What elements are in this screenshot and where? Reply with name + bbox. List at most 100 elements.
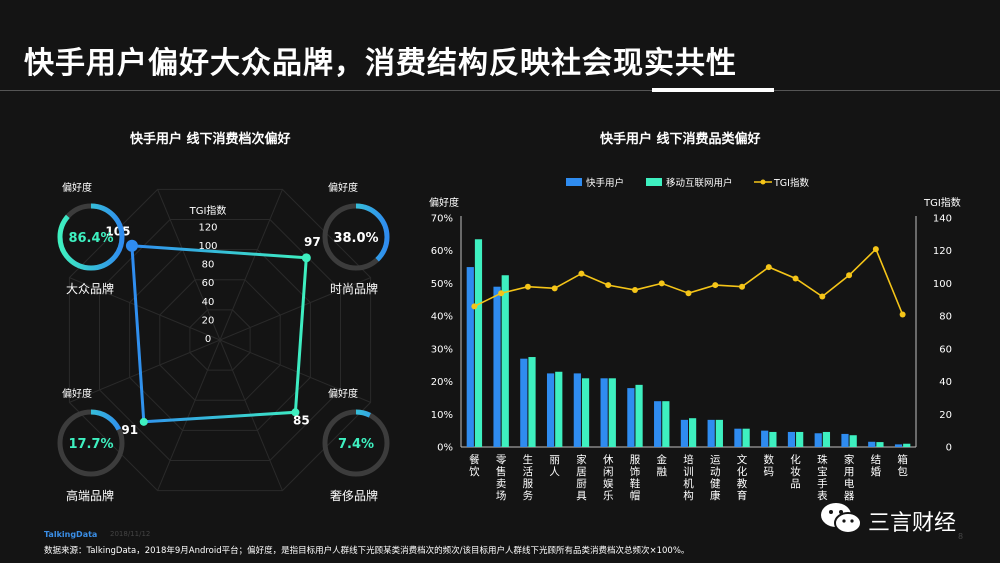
- tgi-point: [498, 290, 505, 297]
- bar-kuaishou: [761, 430, 769, 447]
- bar-mobile-internet: [689, 418, 697, 447]
- bar-kuaishou: [520, 358, 528, 447]
- bar-kuaishou: [493, 286, 501, 447]
- y-tick-label: 20%: [431, 377, 453, 388]
- footer-date: 2018/11/12: [110, 530, 151, 538]
- bar-kuaishou: [654, 401, 662, 447]
- right-panel-title: 快手用户 线下消费品类偏好: [600, 132, 761, 147]
- x-tick-label: 箱包: [897, 453, 908, 478]
- tgi-point: [631, 286, 638, 293]
- donut-progress-arc: [57, 203, 125, 271]
- legend-swatch: [646, 178, 662, 186]
- x-tick-label: 数码: [764, 453, 775, 478]
- bar-kuaishou: [546, 373, 555, 447]
- bar-mobile-internet: [608, 378, 616, 447]
- radar-grid-spoke: [69, 339, 221, 403]
- radar-axis-label: TGI指数: [189, 204, 227, 217]
- y-tick-label: 60%: [431, 246, 453, 257]
- bar-mobile-internet: [822, 431, 831, 447]
- radar-grid-spoke: [69, 277, 221, 341]
- bar-mobile-internet: [474, 239, 483, 447]
- radar-tick-label: 60: [202, 278, 215, 289]
- radar-tick-label: 20: [202, 315, 215, 326]
- wechat-icon: [821, 503, 862, 534]
- bar-kuaishou: [466, 267, 474, 447]
- y-tick-label: 10%: [431, 410, 453, 421]
- watermark-text: 三言财经: [868, 511, 957, 536]
- bar-kuaishou: [894, 444, 903, 447]
- x-tick-label: 生活服务: [523, 453, 534, 502]
- tgi-point: [899, 311, 906, 318]
- brand-label-fashion: 时尚品牌: [330, 282, 379, 296]
- legend-marker: [760, 179, 766, 185]
- tgi-point: [605, 282, 612, 289]
- brand-label-luxury: 奢侈品牌: [330, 489, 379, 503]
- y-tick-label: 50%: [431, 279, 453, 290]
- tgi-point: [685, 290, 692, 297]
- bar-mobile-internet: [528, 357, 536, 447]
- x-tick-label: 餐饮: [469, 453, 480, 478]
- radar-point: [125, 239, 138, 252]
- bar-mobile-internet: [903, 443, 911, 447]
- x-tick-label: 文化教育: [737, 453, 748, 502]
- radar-grid-spoke: [157, 339, 221, 491]
- radar-tick-label: 40: [202, 297, 215, 308]
- bar-mobile-internet: [581, 378, 590, 447]
- y2-tick-label: 120: [933, 246, 952, 257]
- bar-kuaishou: [787, 431, 796, 447]
- x-tick-label: 丽人: [549, 454, 560, 478]
- y2-tick-label: 20: [939, 410, 952, 421]
- donut-luxury-brand: 7.4%: [322, 409, 390, 477]
- bar-kuaishou: [707, 419, 715, 447]
- bar-mobile-internet: [662, 401, 670, 447]
- radar-value-label: 91: [121, 423, 138, 437]
- bar-kuaishou: [814, 433, 822, 447]
- y2-tick-label: 0: [946, 443, 952, 454]
- y-axis-title: 偏好度: [429, 196, 459, 209]
- donut-percent-label: 7.4%: [338, 437, 374, 452]
- page-number: 8: [958, 532, 964, 541]
- tgi-point: [712, 282, 719, 289]
- donut-mass-brand: 86.4%: [57, 203, 125, 271]
- bar-mobile-internet: [501, 275, 509, 447]
- radar-value-label: 97: [304, 235, 321, 249]
- bar-mobile-internet: [849, 435, 857, 447]
- bar-kuaishou: [841, 433, 849, 447]
- donut-progress-arc: [322, 203, 390, 271]
- donut-progress-arc: [57, 409, 125, 477]
- radar-tick-label: 0: [205, 334, 211, 345]
- radar-value-label: 85: [293, 413, 310, 427]
- radar-grid-spoke: [219, 277, 371, 341]
- bar-kuaishou: [573, 373, 581, 447]
- tgi-point: [658, 280, 665, 287]
- bar-mobile-internet: [796, 431, 804, 447]
- donut-percent-label: 86.4%: [68, 231, 113, 246]
- bar-mobile-internet: [769, 431, 777, 447]
- tgi-point: [578, 270, 585, 277]
- radar-tick-label: 100: [198, 241, 217, 252]
- bar-mobile-internet: [876, 442, 884, 447]
- y-tick-label: 30%: [431, 344, 453, 355]
- y-tick-label: 70%: [431, 214, 453, 225]
- donut-premium-brand: 17.7%: [57, 409, 125, 477]
- radar-grid-spoke: [219, 339, 371, 403]
- radar-grid-spoke: [157, 189, 221, 341]
- radar-grid-spoke: [219, 189, 283, 341]
- bar-kuaishou: [734, 428, 742, 447]
- x-tick-label: 珠宝手表: [817, 453, 828, 502]
- bar-kuaishou: [868, 441, 876, 447]
- donut-caption-fashion: 偏好度: [328, 183, 358, 194]
- donut-caption-luxury: 偏好度: [328, 389, 358, 400]
- radar-point: [301, 253, 311, 263]
- x-tick-label: 运动健康: [710, 454, 721, 502]
- x-tick-label: 化妆品: [790, 453, 801, 490]
- tgi-line: [474, 247, 904, 315]
- donut-percent-label: 38.0%: [333, 231, 378, 246]
- title-divider: [0, 90, 1000, 91]
- bar-mobile-internet: [555, 371, 563, 447]
- x-tick-label: 金融: [656, 453, 667, 478]
- y2-tick-label: 140: [933, 214, 952, 225]
- bar-kuaishou: [627, 388, 635, 447]
